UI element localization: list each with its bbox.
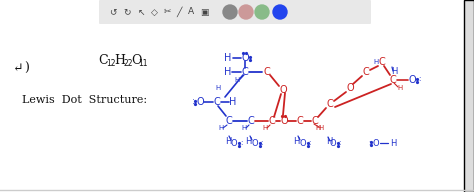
Text: H: H bbox=[293, 137, 299, 146]
Text: C: C bbox=[226, 116, 232, 126]
Text: :: : bbox=[368, 140, 370, 146]
Text: A: A bbox=[188, 7, 194, 17]
Text: ▣: ▣ bbox=[200, 7, 208, 17]
Text: :: : bbox=[308, 140, 310, 146]
Text: ↖: ↖ bbox=[137, 7, 145, 17]
Text: C: C bbox=[264, 67, 270, 77]
Text: O: O bbox=[330, 140, 337, 148]
Text: ↵: ↵ bbox=[13, 61, 23, 74]
Text: H: H bbox=[390, 138, 396, 147]
Text: H: H bbox=[234, 77, 240, 83]
Text: 11: 11 bbox=[138, 60, 148, 69]
Text: O: O bbox=[373, 138, 379, 147]
Text: :: : bbox=[191, 98, 194, 107]
Text: C: C bbox=[214, 97, 220, 107]
FancyBboxPatch shape bbox=[99, 0, 371, 24]
Circle shape bbox=[239, 5, 253, 19]
FancyBboxPatch shape bbox=[464, 0, 474, 192]
Text: ↻: ↻ bbox=[123, 7, 131, 17]
Text: ): ) bbox=[25, 61, 29, 74]
Text: H: H bbox=[397, 85, 402, 91]
Text: O: O bbox=[131, 55, 141, 68]
Text: ✂: ✂ bbox=[163, 7, 171, 17]
Text: O: O bbox=[241, 53, 249, 63]
Circle shape bbox=[223, 5, 237, 19]
Text: ╱: ╱ bbox=[176, 7, 182, 17]
Text: 22: 22 bbox=[123, 60, 133, 69]
Text: :: : bbox=[260, 140, 262, 146]
Text: H: H bbox=[263, 125, 268, 131]
Text: C: C bbox=[98, 55, 108, 68]
Text: H: H bbox=[245, 137, 251, 146]
Text: C: C bbox=[269, 116, 275, 126]
Text: O: O bbox=[196, 97, 204, 107]
Text: C: C bbox=[247, 116, 255, 126]
Text: H: H bbox=[224, 67, 232, 77]
Text: C: C bbox=[242, 67, 248, 77]
Text: O: O bbox=[300, 140, 306, 148]
Text: O: O bbox=[252, 140, 258, 148]
Text: H: H bbox=[391, 68, 397, 76]
Text: C: C bbox=[363, 67, 369, 77]
Text: H: H bbox=[374, 59, 379, 65]
Text: H: H bbox=[219, 125, 224, 131]
Text: H: H bbox=[315, 125, 320, 131]
Text: H: H bbox=[229, 97, 237, 107]
Text: H: H bbox=[225, 137, 231, 146]
Text: C: C bbox=[327, 99, 333, 109]
Text: Lewis  Dot  Structure:: Lewis Dot Structure: bbox=[22, 95, 147, 105]
Text: O: O bbox=[280, 116, 288, 126]
Text: O: O bbox=[346, 83, 354, 93]
Text: H: H bbox=[241, 125, 246, 131]
Text: :: : bbox=[338, 140, 340, 146]
Text: C: C bbox=[379, 57, 385, 67]
Text: C: C bbox=[311, 116, 319, 126]
Text: O: O bbox=[231, 140, 237, 148]
Text: ◇: ◇ bbox=[151, 7, 157, 17]
Text: H: H bbox=[319, 125, 324, 131]
Text: :: : bbox=[418, 76, 420, 82]
Text: O: O bbox=[408, 75, 416, 85]
Text: H: H bbox=[326, 137, 332, 146]
Text: H: H bbox=[115, 55, 126, 68]
Circle shape bbox=[273, 5, 287, 19]
Text: O: O bbox=[279, 85, 287, 95]
Text: C: C bbox=[390, 75, 396, 85]
Text: H: H bbox=[224, 53, 232, 63]
Text: 12: 12 bbox=[106, 60, 116, 69]
Text: :: : bbox=[240, 140, 242, 146]
Text: C: C bbox=[297, 116, 303, 126]
Text: ↺: ↺ bbox=[109, 7, 117, 17]
Text: H: H bbox=[215, 85, 220, 91]
Circle shape bbox=[255, 5, 269, 19]
